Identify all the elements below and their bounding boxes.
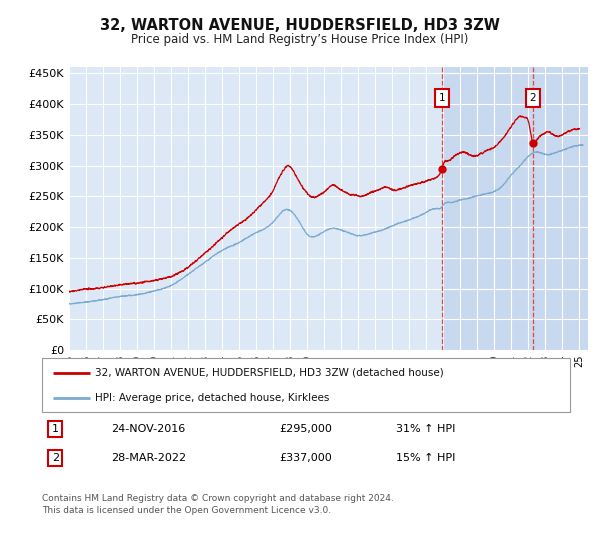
Bar [442, 67, 588, 350]
Text: 1: 1 [52, 424, 59, 434]
Text: 15% ↑ HPI: 15% ↑ HPI [396, 453, 455, 463]
Text: £337,000: £337,000 [280, 453, 332, 463]
Text: HPI: Average price, detached house, Kirklees: HPI: Average price, detached house, Kirk… [95, 393, 329, 403]
Text: 31% ↑ HPI: 31% ↑ HPI [396, 424, 455, 434]
FancyBboxPatch shape [42, 358, 570, 412]
Text: £295,000: £295,000 [280, 424, 332, 434]
Text: 2: 2 [529, 93, 536, 103]
Text: 28-MAR-2022: 28-MAR-2022 [110, 453, 186, 463]
Text: Contains HM Land Registry data © Crown copyright and database right 2024.
This d: Contains HM Land Registry data © Crown c… [42, 494, 394, 515]
Text: 32, WARTON AVENUE, HUDDERSFIELD, HD3 3ZW: 32, WARTON AVENUE, HUDDERSFIELD, HD3 3ZW [100, 18, 500, 32]
Text: 32, WARTON AVENUE, HUDDERSFIELD, HD3 3ZW (detached house): 32, WARTON AVENUE, HUDDERSFIELD, HD3 3ZW… [95, 368, 443, 378]
Text: 2: 2 [52, 453, 59, 463]
Text: 24-NOV-2016: 24-NOV-2016 [110, 424, 185, 434]
Text: Price paid vs. HM Land Registry’s House Price Index (HPI): Price paid vs. HM Land Registry’s House … [131, 32, 469, 46]
Text: 1: 1 [439, 93, 445, 103]
